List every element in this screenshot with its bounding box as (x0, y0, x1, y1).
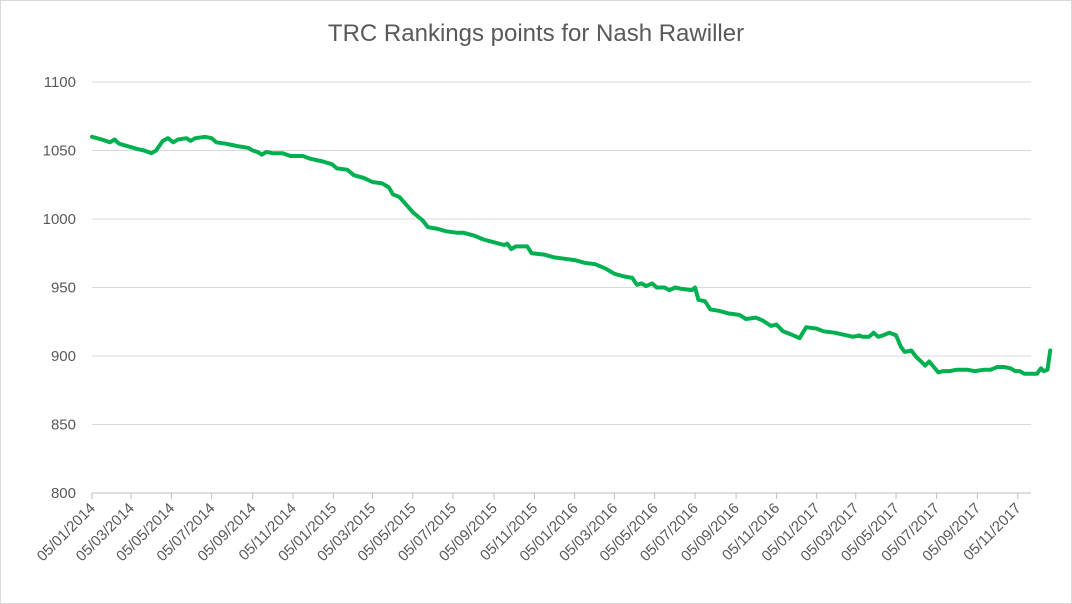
series-layer (90, 134, 1053, 376)
y-tick-label: 1100 (44, 74, 76, 91)
y-tick-label: 800 (51, 485, 76, 502)
y-tick-label: 1050 (43, 143, 76, 160)
y-tick-label: 900 (51, 348, 76, 365)
series-line (90, 134, 1053, 376)
y-tick-label: 950 (51, 280, 76, 297)
y-tick-label: 850 (51, 417, 76, 434)
x-axis: 05/01/201405/03/201405/05/201405/07/2014… (34, 492, 1031, 565)
chart-title: TRC Rankings points for Nash Rawiller (327, 20, 745, 47)
gridlines (92, 81, 1031, 425)
y-tick-label: 1000 (43, 211, 76, 228)
y-axis-ticks: 800 850 900 950 1000 1050 1100 (43, 74, 76, 502)
